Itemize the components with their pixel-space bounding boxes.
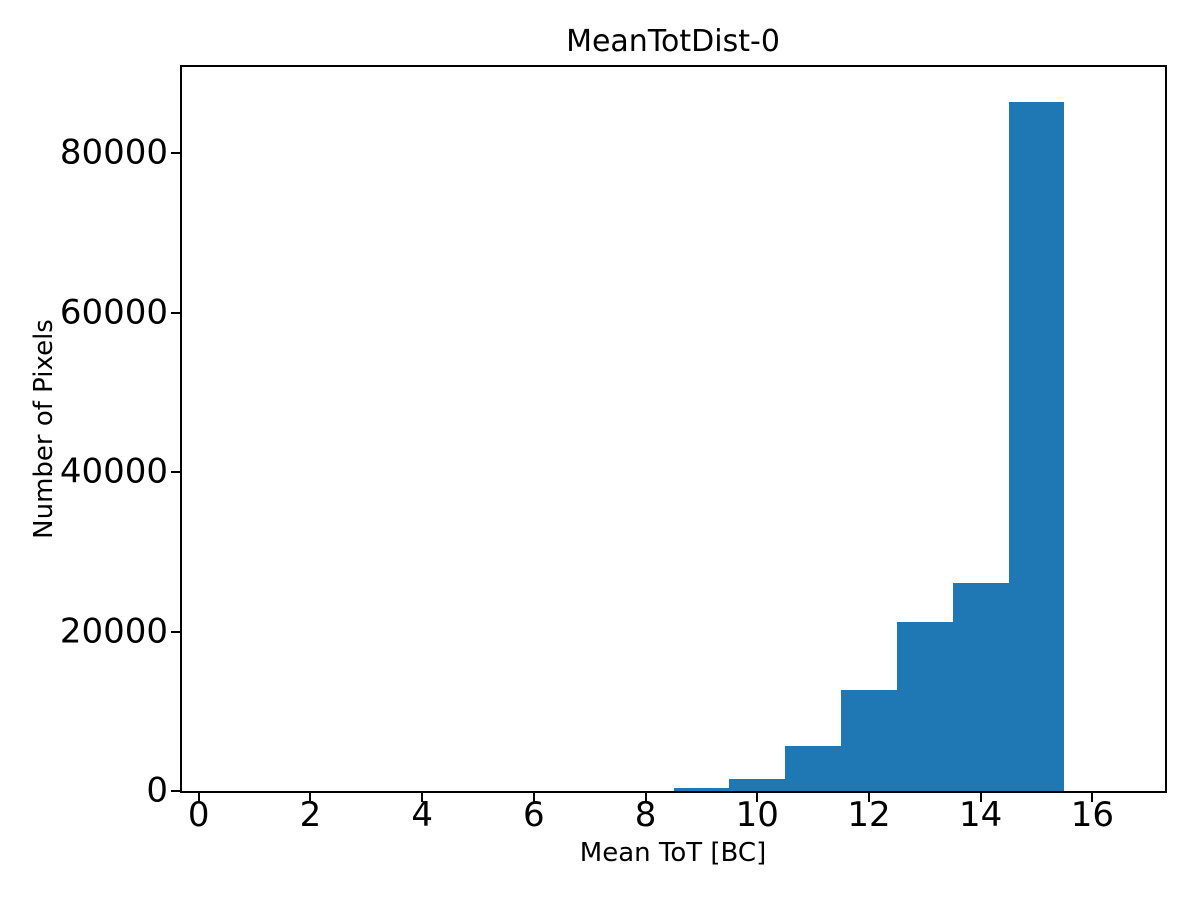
histogram-bar	[952, 582, 1009, 791]
y-tick-mark	[171, 790, 180, 792]
chart-title: MeanTotDist-0	[566, 24, 780, 59]
histogram-bar	[729, 779, 786, 791]
x-tick-mark	[1091, 793, 1094, 802]
y-tick-label: 40000	[59, 451, 168, 492]
x-tick-label: 12	[847, 795, 891, 835]
x-axis-spine	[181, 791, 1166, 793]
histogram-bar	[785, 746, 842, 791]
x-tick-mark	[421, 793, 424, 802]
plot-area	[171, 65, 1167, 802]
left-spine	[180, 65, 182, 793]
x-tick-mark	[979, 793, 982, 802]
x-tick-label: 14	[959, 795, 1003, 835]
x-tick-label: 8	[634, 795, 657, 835]
histogram-bar	[1008, 102, 1065, 791]
right-spine	[1165, 65, 1167, 793]
x-tick-mark	[309, 793, 312, 802]
x-tick-label: 4	[411, 795, 433, 835]
histogram-bar	[673, 787, 730, 791]
y-tick-mark	[171, 152, 180, 155]
x-tick-label: 10	[735, 795, 779, 835]
x-tick-label: 16	[1070, 795, 1115, 835]
y-tick-label: 80000	[59, 132, 168, 173]
y-axis-label: Number of Pixels	[29, 319, 59, 539]
histogram-bar	[896, 621, 953, 791]
y-tick-label: 20000	[59, 610, 168, 651]
histogram-bar	[841, 689, 897, 791]
x-tick-mark	[532, 793, 535, 802]
top-spine	[181, 65, 1166, 67]
x-tick-mark	[756, 793, 759, 802]
x-tick-mark	[197, 793, 200, 802]
y-tick-mark	[171, 311, 180, 314]
y-tick-label: 0	[146, 770, 168, 811]
y-tick-label: 60000	[59, 291, 168, 332]
y-tick-mark	[171, 471, 180, 474]
x-tick-mark	[867, 793, 870, 802]
x-axis-label: Mean ToT [BC]	[579, 838, 767, 868]
x-tick-label: 0	[187, 795, 210, 835]
x-tick-label: 2	[299, 795, 322, 835]
x-tick-label: 6	[523, 795, 545, 835]
x-tick-mark	[644, 793, 647, 802]
y-tick-mark	[171, 630, 180, 633]
